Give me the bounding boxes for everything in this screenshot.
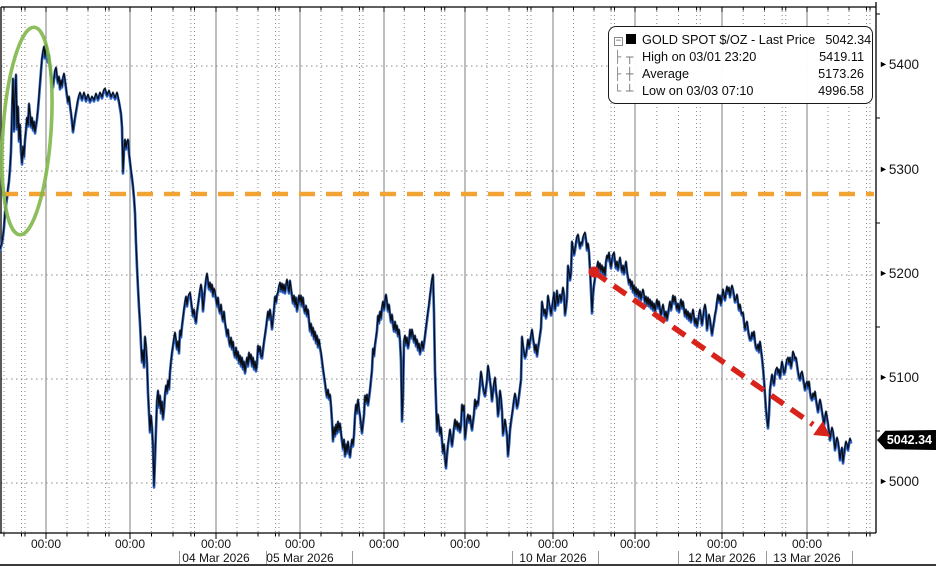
image-bottom-border xyxy=(0,564,936,566)
last-price-tag: 5042.34 xyxy=(877,430,936,450)
y-axis-label: ► 5000 xyxy=(879,475,919,489)
legend-value: 5173.26 xyxy=(818,66,864,81)
axis-pointer-icon: ► xyxy=(879,164,888,175)
axis-pointer-icon: ► xyxy=(879,268,888,279)
x-axis-time-label: 00:00 xyxy=(114,537,146,551)
tree-branch-icon: ├ xyxy=(614,66,622,81)
x-axis-date-label: 13 Mar 2026 xyxy=(773,551,841,565)
axis-pointer-icon: ► xyxy=(879,372,888,383)
legend-label: Average xyxy=(642,66,690,81)
axis-pointer-icon: ► xyxy=(879,59,888,70)
series-swatch-icon xyxy=(626,33,642,46)
legend-row-average: ├ ┼ Average 5173.26 xyxy=(614,65,864,82)
x-axis-date-label: 04 Mar 2026 xyxy=(182,551,250,565)
legend-value: 5419.11 xyxy=(819,49,864,64)
average-marker-icon: ┼ xyxy=(626,66,634,81)
date-separator xyxy=(598,551,599,564)
y-axis-label: ► 5400 xyxy=(879,58,919,72)
date-separator xyxy=(266,551,267,564)
price-line-black xyxy=(0,43,852,487)
date-separator xyxy=(678,551,679,564)
x-axis-time-label: 00:00 xyxy=(200,537,232,551)
y-axis-label: ► 5300 xyxy=(879,163,919,177)
x-axis-time-label: 00:00 xyxy=(368,537,400,551)
x-axis-time-label: 00:00 xyxy=(791,537,823,551)
axis-pointer-icon: ► xyxy=(879,476,888,487)
x-axis-time-label: 00:00 xyxy=(537,537,569,551)
date-separator xyxy=(852,551,853,564)
legend-row-high: ├ ┬ High on 03/01 23:20 5419.11 xyxy=(614,48,864,65)
y-axis-value: 5200 xyxy=(888,266,919,281)
x-axis-date-label: 05 Mar 2026 xyxy=(266,551,334,565)
x-axis-date-label: 12 Mar 2026 xyxy=(688,551,756,565)
y-axis-value: 5400 xyxy=(888,57,919,72)
legend-row-low: └ ┴ Low on 03/03 07:10 4996.58 xyxy=(614,82,864,99)
legend-row-last-price: − GOLD SPOT $/OZ - Last Price 5042.34 xyxy=(614,31,871,48)
x-axis-time-label: 00:00 xyxy=(30,537,62,551)
date-separator xyxy=(766,551,767,564)
y-axis-value: 5000 xyxy=(888,474,919,489)
low-marker-icon: ┴ xyxy=(626,83,634,98)
y-axis-label: ► 5200 xyxy=(879,267,919,281)
red-arrow-tail-dot xyxy=(588,266,600,278)
chart-legend: − GOLD SPOT $/OZ - Last Price 5042.34 ├ … xyxy=(608,26,873,104)
y-axis-value: 5300 xyxy=(888,162,919,177)
tree-end-icon: └ xyxy=(614,83,622,98)
price-line-blue xyxy=(0,44,853,489)
x-axis-time-label: 00:00 xyxy=(284,537,316,551)
legend-value: 4996.58 xyxy=(818,83,864,98)
legend-value: 5042.34 xyxy=(825,32,872,47)
date-separator xyxy=(512,551,513,564)
legend-label: High on 03/01 23:20 xyxy=(642,49,757,64)
x-axis-time-label: 00:00 xyxy=(619,537,651,551)
y-axis-label: ► 5100 xyxy=(879,371,919,385)
x-axis-date-label: 10 Mar 2026 xyxy=(519,551,587,565)
high-marker-icon: ┬ xyxy=(626,49,634,64)
red-trend-arrow xyxy=(592,269,815,427)
legend-label: GOLD SPOT $/OZ - Last Price xyxy=(642,32,816,47)
date-separator xyxy=(352,551,353,564)
x-axis-time-label: 00:00 xyxy=(449,537,481,551)
tree-branch-icon: ├ xyxy=(614,49,622,64)
legend-collapse-icon: − xyxy=(614,36,623,47)
y-axis-value: 5100 xyxy=(888,370,919,385)
legend-label: Low on 03/03 07:10 xyxy=(642,83,754,98)
green-ellipse-annotation xyxy=(0,25,54,237)
x-axis-time-label: 00:00 xyxy=(706,537,738,551)
date-separator xyxy=(179,551,180,564)
red-arrow-head xyxy=(813,421,831,437)
